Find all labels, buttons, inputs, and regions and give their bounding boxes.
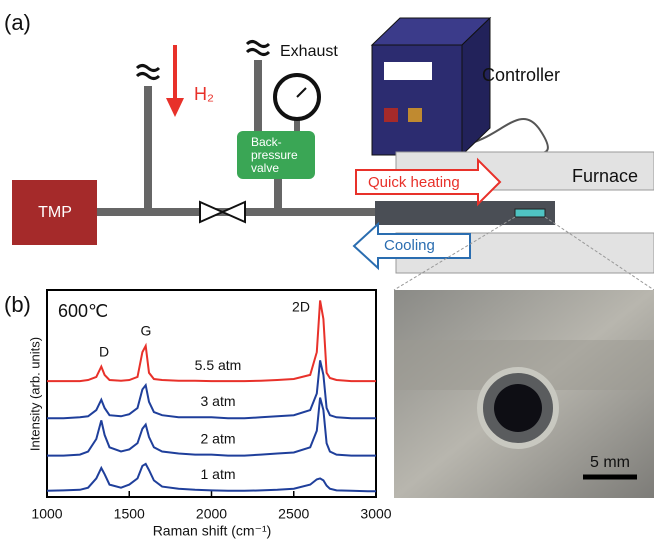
exhaust-label: Exhaust (280, 43, 338, 60)
pressure-gauge (275, 75, 319, 131)
valve-label: Back- (251, 135, 282, 149)
h2-label: H₂ (194, 84, 214, 104)
peak-label: G (141, 323, 152, 339)
valve-label: pressure (251, 148, 298, 162)
cooling-label: Cooling (384, 237, 435, 254)
controller (372, 18, 548, 155)
tmp-label: TMP (38, 204, 72, 221)
x-tick-label: 1500 (114, 506, 145, 522)
h2-arrow (166, 45, 184, 117)
temperature-label: 600℃ (58, 301, 108, 321)
peak-label: D (99, 344, 109, 360)
valve (200, 202, 245, 222)
sample (515, 209, 545, 217)
series-label: 3 atm (200, 393, 235, 409)
controller-label: Controller (482, 65, 560, 85)
x-axis-label: Raman shift (cm⁻¹) (153, 523, 272, 539)
x-tick-label: 2500 (278, 506, 309, 522)
heating-label: Quick heating (368, 174, 460, 191)
panel-label: (a) (4, 10, 31, 35)
x-tick-label: 1000 (31, 506, 62, 522)
x-tick-label: 2000 (196, 506, 227, 522)
scale-label: 5 mm (590, 454, 630, 471)
valve-label: valve (251, 161, 279, 175)
figure: (a) TMP H₂ Exhaust Back- pressure valve … (0, 0, 654, 545)
series-label: 5.5 atm (195, 357, 242, 373)
break-symbol (137, 42, 269, 79)
furnace-label: Furnace (572, 166, 638, 186)
panel-label: (b) (4, 292, 31, 317)
peak-label: 2D (292, 299, 310, 315)
y-axis-label: Intensity (arb. units) (27, 337, 42, 451)
series-label: 2 atm (200, 430, 235, 446)
series-label: 1 atm (200, 466, 235, 482)
x-tick-label: 3000 (360, 506, 391, 522)
